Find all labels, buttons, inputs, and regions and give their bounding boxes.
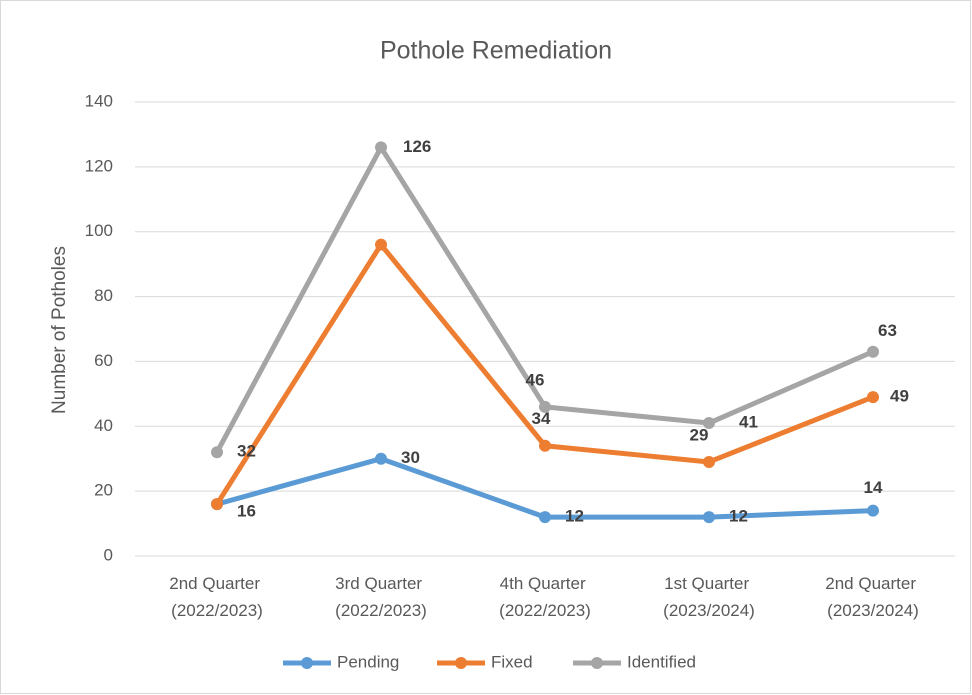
x-tick-line: (2023/2024) [663,601,755,620]
data-label: 32 [237,442,256,461]
point [703,511,715,524]
data-label: 12 [729,507,748,526]
data-label: 46 [526,370,545,389]
x-tick-label: 2nd Quarter (2022/2023) [169,574,264,620]
data-label: 126 [403,137,431,156]
point [211,498,223,511]
point [539,400,551,413]
point [375,452,387,465]
point [539,511,551,524]
point [867,391,879,404]
x-tick-line: (2022/2023) [171,601,263,620]
y-tick-label: 140 [85,91,113,110]
point [703,455,715,468]
data-label: 14 [864,478,883,497]
x-tick-label: 2nd Quarter (2023/2024) [825,574,920,620]
y-tick-label: 20 [94,481,113,500]
y-tick-label: 80 [94,286,113,305]
x-tick-line: (2022/2023) [499,601,591,620]
legend-label: Identified [627,652,696,671]
x-tick-line: 4th Quarter [500,574,591,593]
data-label: 49 [890,387,909,406]
x-tick-line: 1st Quarter [664,574,754,593]
data-label: 34 [532,409,551,428]
x-tick-line: (2023/2024) [827,601,919,620]
x-tick-line: 2nd Quarter [825,574,920,593]
y-tick-label: 120 [85,156,113,175]
point [867,345,879,358]
point [539,439,551,452]
legend-marker [455,657,467,669]
legend-label: Fixed [491,652,533,671]
point [211,446,223,459]
x-tick-label: 4th Quarter (2022/2023) [499,574,591,620]
y-tick-label: 60 [94,351,113,370]
point [703,417,715,430]
y-axis-label: Number of Potholes [49,246,70,414]
y-tick-label: 0 [104,545,113,564]
data-label: 16 [237,502,256,521]
legend-label: Pending [337,652,399,671]
data-label: 30 [401,448,420,467]
data-label: 63 [878,321,897,340]
legend-marker [301,657,313,669]
point [375,141,387,154]
x-tick-line: 2nd Quarter [169,574,264,593]
x-tick-line: 3rd Quarter [335,574,427,593]
chart-title: Pothole Remediation [380,37,612,65]
y-tick-label: 40 [94,416,113,435]
data-label: 12 [565,507,584,526]
point [375,238,387,251]
data-label: 41 [739,413,758,432]
x-tick-label: 1st Quarter (2023/2024) [663,574,755,620]
data-label: 29 [690,425,709,444]
legend-marker [591,657,603,669]
y-tick-label: 100 [85,221,113,240]
x-tick-line: (2022/2023) [335,601,427,620]
x-tick-label: 3rd Quarter (2022/2023) [335,574,427,620]
point [867,504,879,517]
